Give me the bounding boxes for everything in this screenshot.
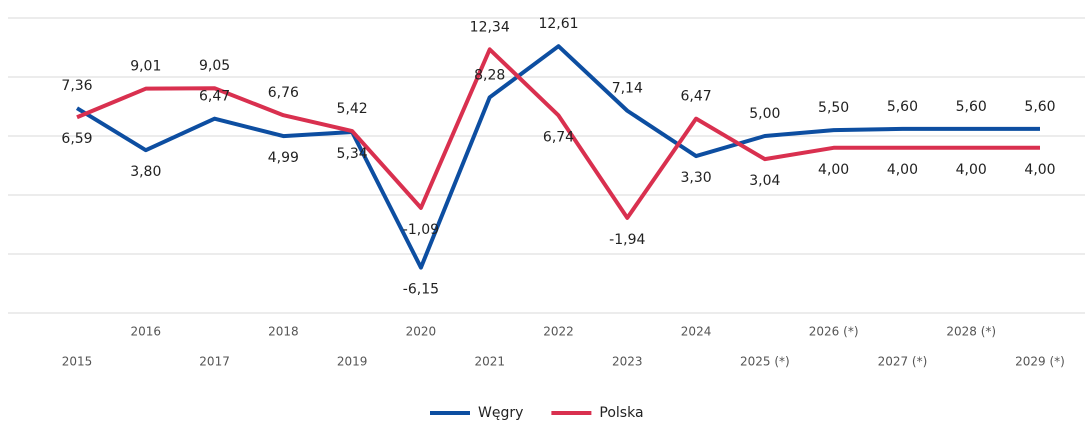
data-label: 5,00: [749, 106, 780, 122]
x-tick-label: 2029 (*): [1015, 355, 1065, 369]
x-tick-label: 2017: [199, 355, 230, 369]
data-label: 6,76: [268, 85, 299, 101]
x-tick-label: 2015: [62, 355, 93, 369]
x-tick-label: 2024: [681, 325, 712, 339]
data-label: 5,50: [818, 100, 849, 116]
data-label: 4,00: [887, 162, 918, 178]
data-label: 7,14: [612, 81, 643, 97]
x-tick-label: 2019: [337, 355, 368, 369]
x-tick-label: 2016: [131, 325, 162, 339]
data-label: 6,59: [61, 131, 92, 147]
x-tick-label: 2026 (*): [809, 325, 859, 339]
legend-label: Węgry: [478, 405, 523, 421]
data-label: 5,60: [887, 99, 918, 115]
data-label: 6,74: [543, 129, 574, 145]
data-label: 9,05: [199, 58, 230, 74]
data-label: 3,04: [749, 173, 780, 189]
x-tick-label: 2023: [612, 355, 643, 369]
data-label: -6,15: [403, 282, 439, 298]
line-series: [76, 47, 1040, 220]
data-label: 3,30: [680, 170, 711, 186]
data-label: 4,00: [956, 162, 987, 178]
data-label: 5,34: [337, 146, 368, 162]
x-tick-label: 2018: [268, 325, 299, 339]
data-label: 5,60: [1024, 99, 1055, 115]
data-label: -1,94: [609, 232, 645, 248]
x-tick-label: 2021: [474, 355, 505, 369]
x-tick-label: 2020: [406, 325, 437, 339]
data-label: 5,60: [956, 99, 987, 115]
x-tick-label: 2028 (*): [946, 325, 996, 339]
data-label: 9,01: [130, 59, 161, 75]
data-label: 8,28: [474, 67, 505, 83]
data-label: 7,36: [61, 78, 92, 94]
legend-label: Polska: [599, 405, 643, 421]
data-label: 4,00: [1024, 162, 1055, 178]
line-series: [75, 44, 1040, 270]
data-label: 3,80: [130, 164, 161, 180]
data-label: 4,99: [268, 150, 299, 166]
data-label: 12,34: [470, 19, 510, 35]
data-label: 4,00: [818, 162, 849, 178]
x-tick-label: 2022: [543, 325, 574, 339]
data-label: 12,61: [538, 16, 578, 32]
data-label: 6,47: [199, 89, 230, 105]
data-label: 5,42: [337, 101, 368, 117]
data-label: 6,47: [680, 89, 711, 105]
x-tick-label: 2027 (*): [878, 355, 928, 369]
x-tick-label: 2025 (*): [740, 355, 790, 369]
data-label: -1,09: [403, 222, 439, 238]
